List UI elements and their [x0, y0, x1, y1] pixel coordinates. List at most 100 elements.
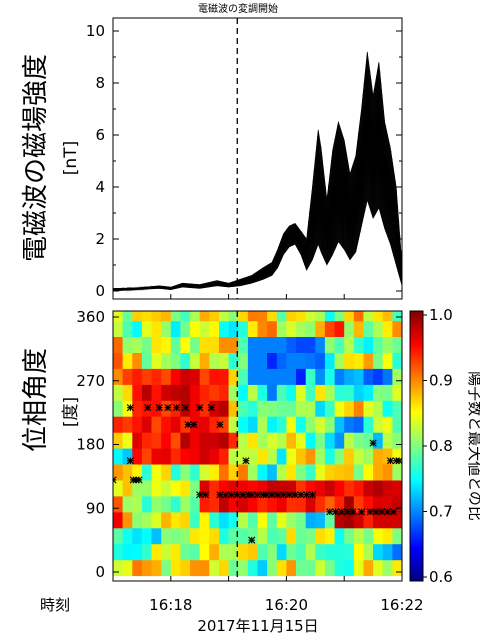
- heatmap-cell: [363, 559, 374, 577]
- max-marker: [239, 491, 247, 499]
- heatmap-cell: [122, 416, 133, 433]
- heatmap-cell: [257, 368, 268, 385]
- heatmap-cell: [170, 320, 181, 337]
- heatmap-cell: [344, 495, 355, 513]
- heatmap-cell: [122, 479, 133, 497]
- heatmap-cell: [267, 559, 278, 577]
- heatmap-cell: [180, 559, 191, 577]
- heatmap-cell: [392, 384, 402, 401]
- heatmap-cell: [199, 384, 210, 401]
- max-marker: [222, 491, 230, 499]
- heatmap-cell: [228, 495, 239, 513]
- heatmap-cell: [247, 400, 259, 417]
- heatmap-cell: [267, 527, 278, 545]
- heatmap-cell: [238, 416, 249, 433]
- heatmap-cell: [296, 527, 307, 545]
- heatmap-cell: [392, 368, 402, 385]
- heatmap-cell: [334, 400, 345, 417]
- heatmap-cell: [238, 495, 249, 513]
- max-marker: [248, 491, 256, 499]
- max-marker: [308, 491, 316, 499]
- colorbar-label: 陽子数と最大値との比: [466, 371, 480, 521]
- heatmap-cell: [209, 511, 220, 529]
- heatmap-cell: [267, 416, 278, 433]
- heatmap-cell: [344, 511, 355, 529]
- heatmap-cell: [296, 479, 307, 497]
- heatmap-cell: [209, 543, 220, 561]
- heatmap-cell: [199, 352, 210, 369]
- heatmap-cell: [353, 416, 364, 433]
- heatmap-cell: [353, 495, 364, 513]
- heatmap-cell: [190, 464, 201, 481]
- heatmap-cell: [151, 511, 162, 529]
- x-axis-label: 2017年11月15日: [197, 617, 318, 635]
- heatmap-cell: [151, 384, 162, 401]
- heatmap-cell: [392, 464, 402, 481]
- heatmap-cell: [324, 320, 336, 337]
- heatmap-cell: [363, 368, 374, 385]
- heatmap-cell: [170, 543, 181, 561]
- max-marker: [389, 508, 397, 516]
- heatmap-cell: [113, 543, 124, 561]
- heatmap-cell: [122, 432, 133, 449]
- top-ytick-label: 6: [95, 126, 105, 144]
- heatmap-cell: [170, 311, 181, 322]
- heatmap-cell: [161, 559, 172, 577]
- heatmap-cell: [180, 311, 191, 322]
- heatmap-cell: [132, 479, 143, 497]
- heatmap-cell: [199, 543, 210, 561]
- heatmap-cell: [373, 400, 384, 417]
- heatmap-cell: [353, 352, 364, 369]
- heatmap-cell: [228, 432, 239, 449]
- heatmap-cell: [392, 559, 402, 577]
- heatmap-cell: [180, 448, 191, 465]
- heatmap-cell: [296, 368, 307, 385]
- colorbar-tick-label: 0.9: [429, 372, 453, 390]
- heatmap-cell: [180, 543, 191, 561]
- max-marker: [216, 421, 224, 429]
- heatmap-cell: [286, 352, 297, 369]
- heatmap-cell: [257, 311, 268, 322]
- heatmap-cell: [334, 311, 345, 322]
- heatmap-cell: [257, 527, 268, 545]
- heatmap-cell: [141, 448, 153, 465]
- max-markers: [113, 404, 402, 544]
- heatmap-cell: [382, 352, 393, 369]
- colorbar-tick-label: 0.8: [429, 437, 453, 455]
- heatmap-cell: [113, 464, 124, 481]
- heatmap-cell: [373, 448, 384, 465]
- heatmap-cell: [113, 559, 124, 577]
- heatmap-cell: [113, 352, 124, 369]
- heatmap-cell: [382, 464, 393, 481]
- heatmap-cell: [296, 320, 307, 337]
- heatmap-cell: [382, 559, 393, 577]
- heatmap-cell: [382, 384, 393, 401]
- heatmap-cell: [228, 320, 239, 337]
- heatmap-cell: [141, 527, 153, 545]
- heatmap-cell: [247, 320, 259, 337]
- heatmap-cell: [373, 336, 384, 353]
- bottom-yunit: [度]: [61, 397, 81, 427]
- heatmap-cell: [190, 448, 201, 465]
- heatmap-cell: [257, 400, 268, 417]
- heatmap-cell: [238, 543, 249, 561]
- heatmap-cell: [276, 464, 287, 481]
- heatmap-cell: [141, 416, 153, 433]
- heatmap-cell: [334, 559, 345, 577]
- heatmap-cell: [353, 432, 364, 449]
- heatmap-cell: [315, 495, 326, 513]
- heatmap-cell: [344, 527, 355, 545]
- heatmap-cell: [305, 368, 316, 385]
- heatmap-cell: [132, 352, 143, 369]
- heatmap-cell: [219, 384, 230, 401]
- heatmap-cell: [122, 559, 133, 577]
- heatmap-cell: [151, 448, 162, 465]
- heatmap-cell: [161, 311, 172, 322]
- heatmap-cell: [334, 448, 345, 465]
- heatmap-cell: [257, 416, 268, 433]
- heatmap-cell: [190, 543, 201, 561]
- heatmap-cell: [132, 311, 143, 322]
- heatmap-cell: [170, 432, 181, 449]
- heatmap-cell: [113, 495, 124, 513]
- heatmap-cell: [334, 336, 345, 353]
